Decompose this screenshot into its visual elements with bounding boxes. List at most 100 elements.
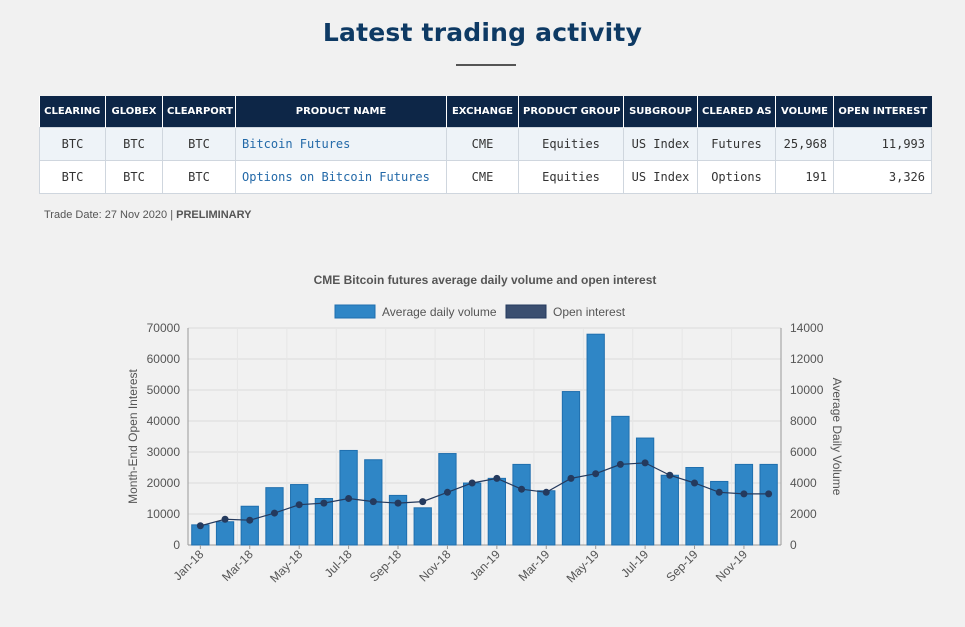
open-interest-point bbox=[641, 459, 649, 467]
cell-clearing: BTC bbox=[39, 160, 106, 194]
volume-bar bbox=[438, 453, 457, 546]
volume-bar bbox=[660, 474, 679, 546]
cell-clearport: BTC bbox=[162, 127, 236, 161]
header-globex[interactable]: GLOBEX bbox=[105, 96, 163, 128]
cell-open-interest: 3,326 bbox=[833, 160, 932, 194]
volume-bar bbox=[314, 498, 334, 546]
volume-bar bbox=[240, 505, 259, 546]
left-tick-label: 50000 bbox=[147, 383, 181, 397]
cell-globex: BTC bbox=[105, 127, 163, 161]
legend-swatch-open-interest bbox=[505, 304, 547, 319]
volume-bar bbox=[586, 333, 605, 546]
open-interest-point bbox=[320, 499, 328, 507]
volume-bar bbox=[734, 463, 754, 546]
volume-bar bbox=[537, 490, 556, 546]
header-clearing[interactable]: CLEARING bbox=[39, 96, 106, 128]
cell-cleared-as: Futures bbox=[697, 127, 776, 161]
header-open-interest[interactable]: OPEN INTEREST bbox=[833, 96, 932, 128]
left-tick-label: 30000 bbox=[147, 445, 181, 459]
right-tick-label: 14000 bbox=[790, 321, 824, 335]
open-interest-point bbox=[715, 488, 723, 496]
trade-date-separator: | bbox=[170, 209, 174, 221]
open-interest-point bbox=[691, 479, 699, 487]
trade-date-status: PRELIMINARY bbox=[176, 209, 252, 221]
x-tick-label: Nov-18 bbox=[416, 547, 453, 584]
x-tick-label: Nov-19 bbox=[713, 547, 750, 584]
right-tick-label: 2000 bbox=[790, 507, 817, 521]
open-interest-point bbox=[616, 460, 624, 468]
cell-subgroup: US Index bbox=[623, 127, 698, 161]
cell-subgroup: US Index bbox=[623, 160, 698, 194]
right-tick-label: 0 bbox=[790, 538, 797, 552]
volume-bar bbox=[759, 463, 778, 546]
open-interest-point bbox=[443, 488, 451, 496]
right-tick-label: 8000 bbox=[790, 414, 817, 428]
header-cleared-as[interactable]: CLEARED AS bbox=[697, 96, 776, 128]
open-interest-point bbox=[542, 488, 550, 496]
legend-label-open-interest: Open interest bbox=[553, 305, 626, 319]
cell-globex: BTC bbox=[105, 160, 163, 194]
right-tick-label: 12000 bbox=[790, 352, 824, 366]
open-interest-point bbox=[666, 471, 674, 479]
cell-exchange: CME bbox=[446, 160, 519, 194]
table-header-row: CLEARING GLOBEX CLEARPORT PRODUCT NAME E… bbox=[39, 96, 932, 128]
cell-clearing: BTC bbox=[39, 127, 106, 161]
volume-bar bbox=[635, 437, 655, 546]
volume-bar bbox=[561, 391, 581, 546]
legend-label-volume: Average daily volume bbox=[382, 305, 497, 319]
volume-bar bbox=[413, 507, 432, 546]
open-interest-point bbox=[196, 522, 204, 530]
header-volume[interactable]: VOLUME bbox=[775, 96, 834, 128]
volume-bar bbox=[685, 467, 704, 546]
right-tick-label: 10000 bbox=[790, 383, 824, 397]
open-interest-point bbox=[419, 498, 427, 506]
header-exchange[interactable]: EXCHANGE bbox=[446, 96, 519, 128]
x-tick-label: Mar-19 bbox=[516, 547, 553, 584]
volume-bar bbox=[710, 480, 729, 546]
open-interest-point bbox=[518, 485, 526, 493]
cell-volume: 25,968 bbox=[775, 127, 834, 161]
open-interest-line bbox=[200, 462, 769, 527]
left-tick-label: 70000 bbox=[147, 321, 181, 335]
open-interest-point bbox=[493, 474, 501, 482]
cell-product-group: Equities bbox=[518, 127, 624, 161]
left-axis-title: Month-End Open Interest bbox=[126, 368, 140, 503]
open-interest-point bbox=[765, 490, 773, 498]
right-tick-label: 4000 bbox=[790, 476, 817, 490]
x-tick-label: Mar-18 bbox=[219, 547, 256, 584]
x-tick-label: Sep-19 bbox=[663, 547, 700, 584]
open-interest-point bbox=[246, 516, 254, 524]
volume-bar bbox=[487, 477, 507, 546]
open-interest-point bbox=[592, 470, 600, 478]
open-interest-point bbox=[270, 509, 278, 517]
open-interest-point bbox=[740, 490, 748, 498]
x-tick-label: May-18 bbox=[267, 547, 305, 585]
cell-volume: 191 bbox=[775, 160, 834, 194]
header-subgroup[interactable]: SUBGROUP bbox=[623, 96, 698, 128]
open-interest-point bbox=[468, 479, 476, 487]
volume-bar bbox=[462, 482, 482, 546]
legend-swatch-volume bbox=[334, 304, 376, 319]
table-row: BTC BTC BTC Options on Bitcoin Futures C… bbox=[39, 160, 932, 194]
left-tick-label: 20000 bbox=[147, 476, 181, 490]
open-interest-point bbox=[567, 474, 575, 482]
header-product-name[interactable]: PRODUCT NAME bbox=[235, 96, 447, 128]
header-product-group[interactable]: PRODUCT GROUP bbox=[518, 96, 624, 128]
cell-clearport: BTC bbox=[162, 160, 236, 194]
product-name-link[interactable]: Bitcoin Futures bbox=[235, 127, 447, 161]
volume-bar bbox=[215, 521, 235, 546]
volume-bar bbox=[290, 484, 309, 546]
volume-bar bbox=[512, 463, 531, 546]
x-tick-label: Jan-19 bbox=[467, 547, 503, 583]
x-tick-label: Jan-18 bbox=[171, 547, 207, 583]
cell-cleared-as: Options bbox=[697, 160, 776, 194]
right-axis-title: Average Daily Volume bbox=[830, 378, 844, 496]
open-interest-point bbox=[369, 498, 377, 506]
open-interest-point bbox=[221, 515, 229, 523]
right-tick-label: 6000 bbox=[790, 445, 817, 459]
open-interest-point bbox=[394, 499, 402, 507]
header-clearport[interactable]: CLEARPORT bbox=[162, 96, 236, 128]
product-name-link[interactable]: Options on Bitcoin Futures bbox=[235, 160, 447, 194]
trade-date-label: Trade Date: 27 Nov 2020 bbox=[44, 209, 168, 221]
